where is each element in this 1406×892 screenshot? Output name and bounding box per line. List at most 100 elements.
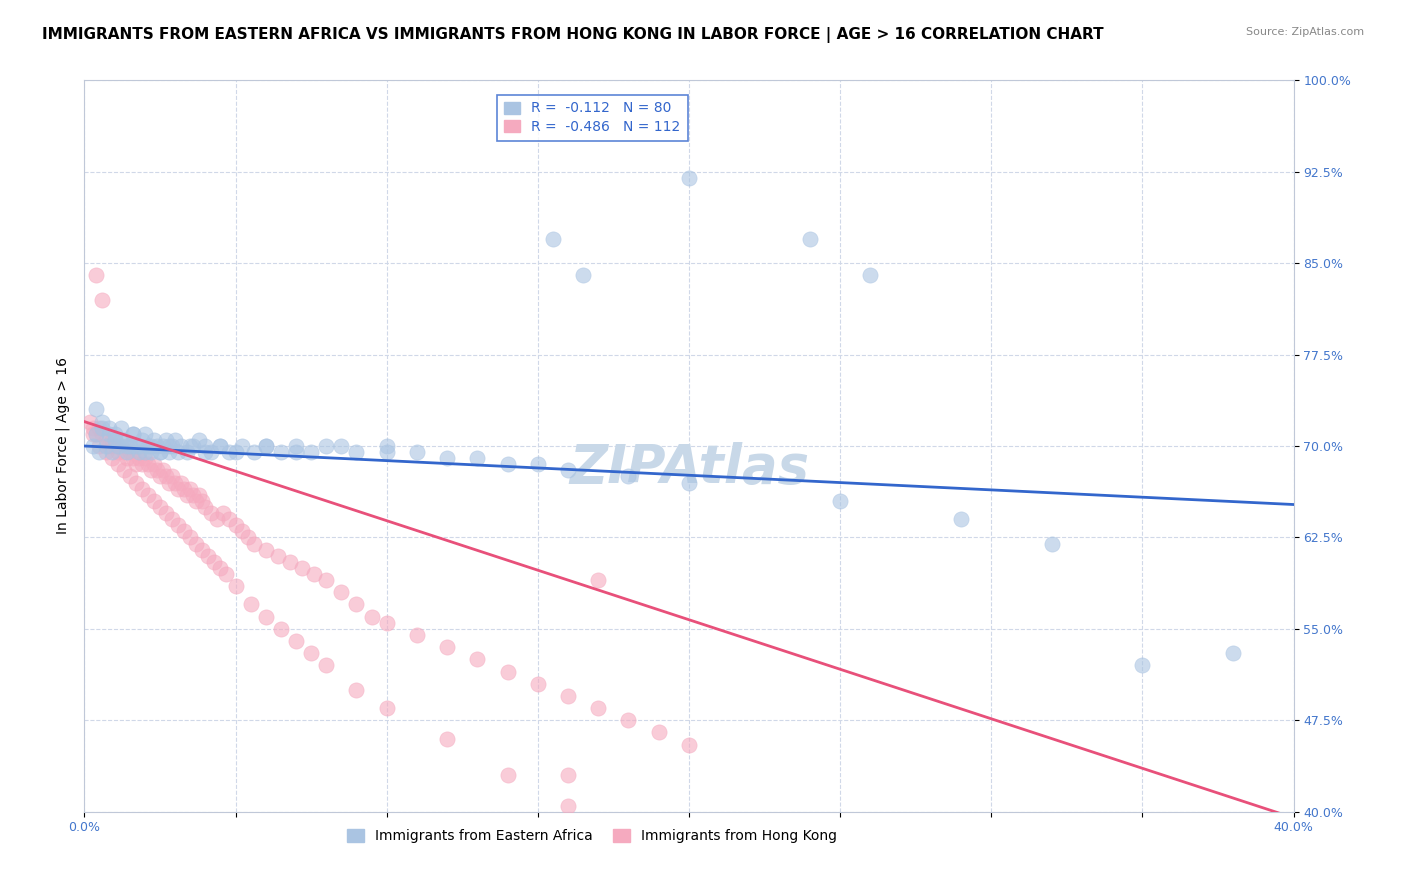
- Point: [950, 512, 973, 526]
- Point: [1222, 646, 1244, 660]
- Point: [170, 475, 193, 490]
- Point: [139, 463, 162, 477]
- Point: [299, 445, 322, 459]
- Point: [167, 518, 190, 533]
- Point: [110, 433, 132, 447]
- Point: [194, 500, 217, 514]
- Point: [859, 268, 882, 283]
- Point: [375, 445, 398, 459]
- Point: [181, 439, 204, 453]
- Point: [270, 622, 292, 636]
- Point: [278, 555, 301, 569]
- Point: [527, 457, 550, 471]
- Point: [588, 701, 610, 715]
- Point: [285, 439, 308, 453]
- Point: [191, 542, 214, 557]
- Point: [231, 439, 253, 453]
- Point: [86, 426, 108, 441]
- Point: [231, 524, 253, 539]
- Point: [236, 530, 259, 544]
- Point: [110, 439, 132, 453]
- Point: [167, 482, 190, 496]
- Point: [100, 451, 122, 466]
- Point: [188, 488, 211, 502]
- Point: [557, 463, 579, 477]
- Point: [315, 439, 337, 453]
- Point: [617, 469, 640, 483]
- Point: [165, 433, 187, 447]
- Point: [152, 439, 174, 453]
- Point: [118, 439, 141, 453]
- Point: [346, 445, 368, 459]
- Point: [170, 439, 193, 453]
- Point: [299, 646, 322, 660]
- Point: [121, 426, 143, 441]
- Point: [112, 433, 135, 447]
- Point: [86, 402, 108, 417]
- Point: [142, 457, 165, 471]
- Point: [799, 232, 821, 246]
- Point: [218, 445, 240, 459]
- Point: [194, 439, 217, 453]
- Point: [191, 493, 214, 508]
- Point: [112, 463, 135, 477]
- Point: [218, 512, 240, 526]
- Text: ZIPAtlas: ZIPAtlas: [569, 442, 808, 494]
- Point: [496, 457, 519, 471]
- Text: IMMIGRANTS FROM EASTERN AFRICA VS IMMIGRANTS FROM HONG KONG IN LABOR FORCE | AGE: IMMIGRANTS FROM EASTERN AFRICA VS IMMIGR…: [42, 27, 1104, 43]
- Point: [118, 469, 141, 483]
- Point: [467, 652, 489, 666]
- Point: [436, 451, 458, 466]
- Point: [225, 518, 247, 533]
- Point: [291, 561, 314, 575]
- Point: [136, 439, 159, 453]
- Point: [82, 439, 104, 453]
- Point: [496, 665, 519, 679]
- Point: [121, 451, 143, 466]
- Point: [346, 598, 368, 612]
- Point: [188, 433, 211, 447]
- Legend: Immigrants from Eastern Africa, Immigrants from Hong Kong: Immigrants from Eastern Africa, Immigran…: [342, 823, 842, 848]
- Point: [139, 445, 162, 459]
- Point: [375, 439, 398, 453]
- Point: [91, 415, 114, 429]
- Point: [152, 463, 174, 477]
- Point: [254, 542, 277, 557]
- Point: [254, 439, 277, 453]
- Point: [242, 445, 264, 459]
- Point: [91, 293, 114, 307]
- Point: [315, 573, 337, 587]
- Point: [94, 439, 117, 453]
- Point: [115, 439, 138, 453]
- Point: [557, 768, 579, 782]
- Point: [617, 714, 640, 728]
- Point: [134, 451, 156, 466]
- Point: [160, 512, 183, 526]
- Point: [496, 768, 519, 782]
- Point: [176, 445, 198, 459]
- Point: [134, 426, 156, 441]
- Point: [541, 232, 564, 246]
- Point: [91, 426, 114, 441]
- Point: [436, 731, 458, 746]
- Point: [406, 628, 429, 642]
- Point: [209, 439, 232, 453]
- Point: [149, 445, 172, 459]
- Point: [176, 488, 198, 502]
- Point: [207, 512, 229, 526]
- Point: [110, 421, 132, 435]
- Point: [179, 530, 201, 544]
- Point: [155, 506, 177, 520]
- Point: [179, 482, 201, 496]
- Point: [360, 609, 382, 624]
- Point: [254, 609, 277, 624]
- Point: [125, 439, 148, 453]
- Point: [200, 506, 222, 520]
- Point: [678, 738, 700, 752]
- Point: [134, 445, 156, 459]
- Point: [160, 439, 183, 453]
- Point: [267, 549, 290, 563]
- Point: [107, 439, 129, 453]
- Point: [104, 439, 127, 453]
- Point: [202, 555, 225, 569]
